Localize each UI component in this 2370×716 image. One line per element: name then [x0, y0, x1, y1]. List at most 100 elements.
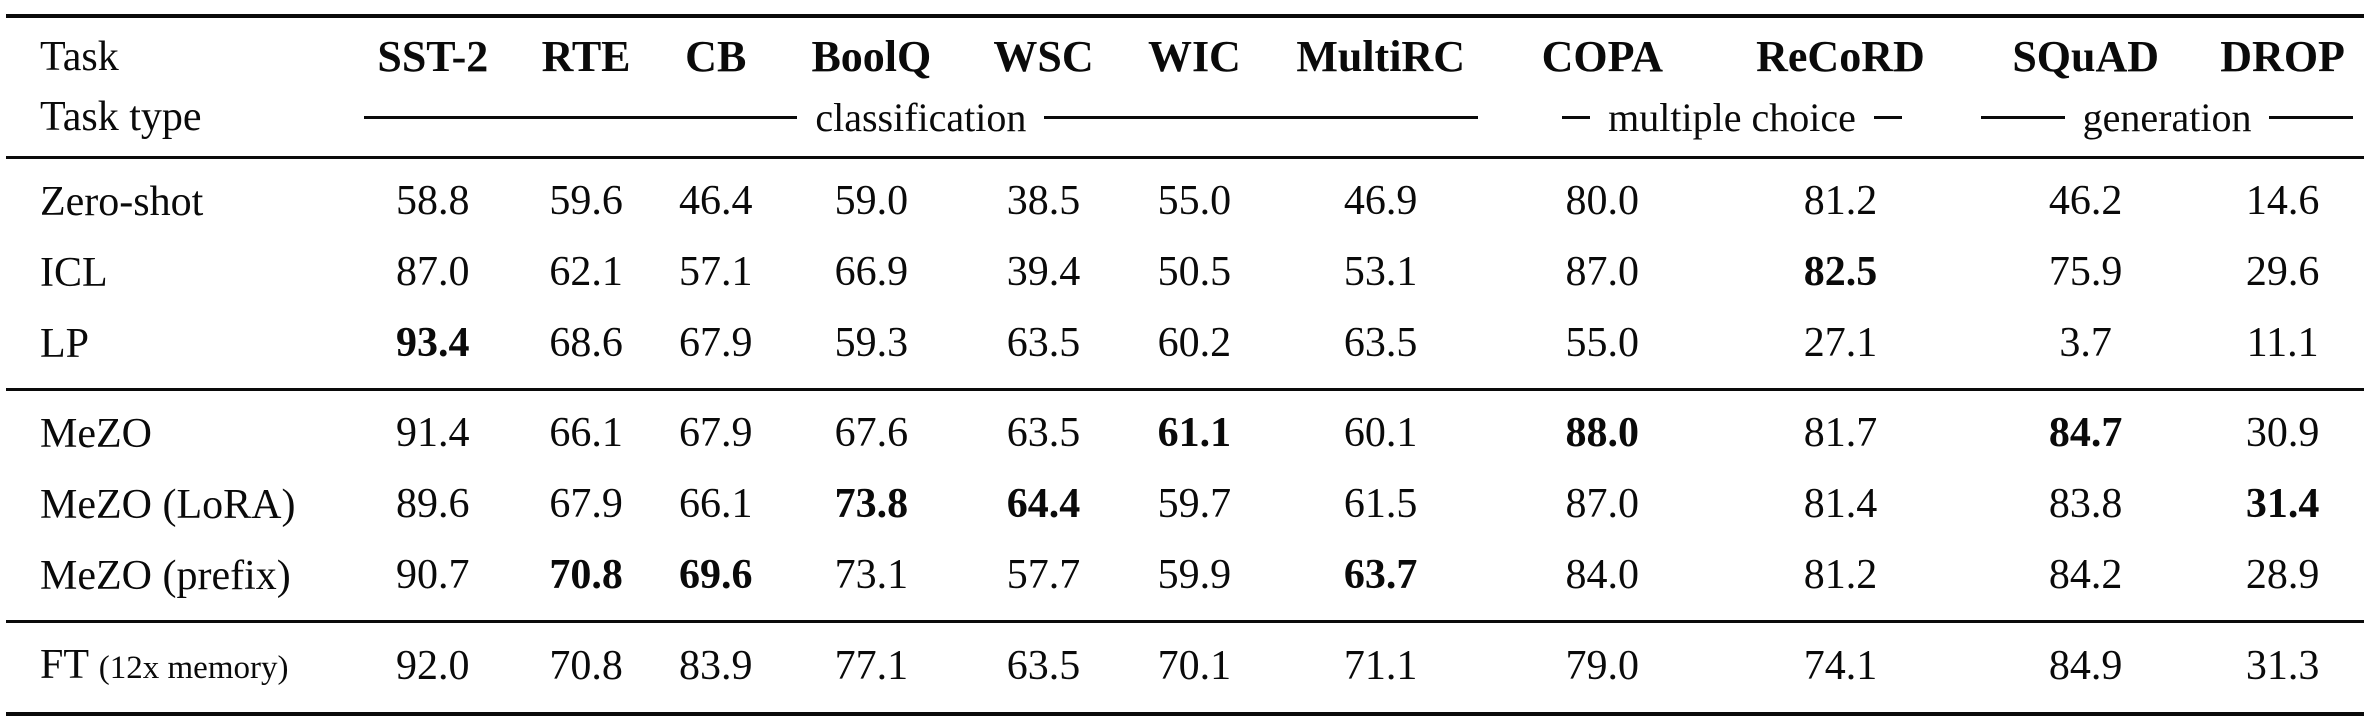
table-cell: 55.0: [1565, 320, 1640, 366]
table-cell: 73.8: [834, 481, 909, 527]
table-cell: 61.1: [1157, 410, 1232, 456]
header-task-label: Task: [40, 34, 119, 80]
table-cell: 87.0: [396, 249, 470, 295]
table-cell: 62.1: [549, 249, 623, 295]
table-row: FT (12x memory) 92.0 70.8 83.9 77.1 63.5…: [6, 622, 2364, 715]
col-header-multirc: MultiRC: [1296, 32, 1465, 81]
table-cell: 46.9: [1343, 178, 1418, 224]
table-cell: 71.1: [1343, 643, 1418, 689]
row-label-ft: FT (12x memory): [6, 622, 348, 715]
table-cell: 46.4: [678, 178, 753, 224]
header-row-task-types: Task type classification multiple choice: [6, 88, 2364, 158]
table-cell: 81.7: [1803, 410, 1878, 456]
col-header-wsc: WSC: [993, 32, 1094, 81]
table-cell: 66.1: [549, 410, 623, 456]
group-rule-right: [1044, 115, 1478, 119]
table-cell: 59.7: [1157, 481, 1232, 527]
col-header-record: ReCoRD: [1756, 32, 1925, 81]
col-header-rte: RTE: [541, 32, 631, 81]
table-cell: 59.3: [834, 320, 909, 366]
table-cell: 27.1: [1803, 320, 1878, 366]
table-cell: 89.6: [396, 481, 470, 527]
group-classification: classification: [348, 88, 1494, 158]
table-cell: 60.2: [1157, 320, 1232, 366]
group-label-generation: generation: [2082, 94, 2252, 140]
section-baselines: Zero-shot 58.8 59.6 46.4 59.0 38.5 55.0 …: [6, 158, 2364, 390]
table-cell: 66.1: [678, 481, 753, 527]
table-cell: 14.6: [2245, 178, 2320, 224]
table-cell: 87.0: [1565, 481, 1640, 527]
table-cell: 82.5: [1803, 249, 1878, 295]
group-dash-right: [1873, 115, 1902, 119]
table-cell: 63.7: [1343, 552, 1418, 598]
group-rule-left: [363, 115, 798, 119]
col-header-drop: DROP: [2220, 32, 2345, 81]
table-cell: 67.9: [678, 320, 753, 366]
table-cell: 87.0: [1565, 249, 1640, 295]
table-cell: 70.8: [549, 643, 623, 689]
table-cell: 57.7: [1006, 552, 1081, 598]
table-cell: 93.4: [396, 320, 470, 366]
table-cell: 58.8: [396, 178, 470, 224]
table-cell: 84.0: [1565, 552, 1640, 598]
ft-label: FT: [40, 642, 89, 688]
table-cell: 55.0: [1157, 178, 1232, 224]
table-cell: 63.5: [1006, 643, 1081, 689]
table-cell: 30.9: [2245, 410, 2320, 456]
table-cell: 70.1: [1157, 643, 1232, 689]
table-header: Task SST-2 RTE CB BoolQ WSC WIC MultiRC …: [6, 16, 2364, 158]
table-cell: 84.9: [2048, 643, 2123, 689]
table-cell: 59.0: [834, 178, 909, 224]
table-cell: 64.4: [1006, 481, 1081, 527]
table-cell: 70.8: [549, 552, 623, 598]
table-cell: 63.5: [1006, 320, 1081, 366]
table-row: MeZO (LoRA) 89.6 67.9 66.1 73.8 64.4 59.…: [6, 469, 2364, 540]
row-label-mezo: MeZO: [40, 410, 152, 457]
table-cell: 59.6: [549, 178, 623, 224]
table-row: MeZO (prefix) 90.7 70.8 69.6 73.1 57.7 5…: [6, 540, 2364, 622]
group-dash-right: [2269, 115, 2354, 119]
table-cell: 61.5: [1343, 481, 1418, 527]
table-cell: 84.2: [2048, 552, 2123, 598]
table-cell: 73.1: [834, 552, 909, 598]
row-label-lp: LP: [40, 320, 90, 367]
table-cell: 67.9: [678, 410, 753, 456]
table-cell: 50.5: [1157, 249, 1232, 295]
group-dash-left: [1980, 115, 2065, 119]
table-row: Zero-shot 58.8 59.6 46.4 59.0 38.5 55.0 …: [6, 158, 2364, 238]
table-cell: 69.6: [678, 552, 753, 598]
header-task-type-label: Task type: [40, 94, 202, 140]
table-cell: 63.5: [1006, 410, 1081, 456]
table-cell: 59.9: [1157, 552, 1232, 598]
col-header-squad: SQuAD: [2012, 32, 2160, 81]
table-cell: 11.1: [2246, 320, 2319, 366]
group-generation: generation: [1970, 88, 2364, 158]
table-cell: 92.0: [396, 643, 470, 689]
header-row-tasks: Task SST-2 RTE CB BoolQ WSC WIC MultiRC …: [6, 16, 2364, 88]
table-cell: 83.8: [2048, 481, 2123, 527]
table-cell: 46.2: [2048, 178, 2123, 224]
table-cell: 88.0: [1565, 410, 1640, 456]
group-label-classification: classification: [815, 94, 1027, 140]
table-cell: 57.1: [678, 249, 753, 295]
table-row: ICL 87.0 62.1 57.1 66.9 39.4 50.5 53.1 8…: [6, 237, 2364, 308]
table-cell: 77.1: [834, 643, 909, 689]
table-cell: 90.7: [396, 552, 470, 598]
group-label-multiple-choice: multiple choice: [1608, 94, 1856, 140]
table-cell: 75.9: [2048, 249, 2123, 295]
table-cell: 68.6: [549, 320, 623, 366]
table-cell: 3.7: [2059, 320, 2112, 366]
table-cell: 63.5: [1343, 320, 1418, 366]
table-cell: 79.0: [1565, 643, 1640, 689]
table-cell: 80.0: [1565, 178, 1640, 224]
table-row: LP 93.4 68.6 67.9 59.3 63.5 60.2 63.5 55…: [6, 308, 2364, 390]
table-cell: 29.6: [2245, 249, 2320, 295]
table-cell: 67.9: [549, 481, 623, 527]
row-label-mezo-lora: MeZO (LoRA): [40, 481, 296, 528]
table-cell: 38.5: [1006, 178, 1081, 224]
table-cell: 28.9: [2245, 552, 2320, 598]
table-cell: 66.9: [834, 249, 909, 295]
section-ft: FT (12x memory) 92.0 70.8 83.9 77.1 63.5…: [6, 621, 2364, 715]
table-cell: 53.1: [1343, 249, 1418, 295]
